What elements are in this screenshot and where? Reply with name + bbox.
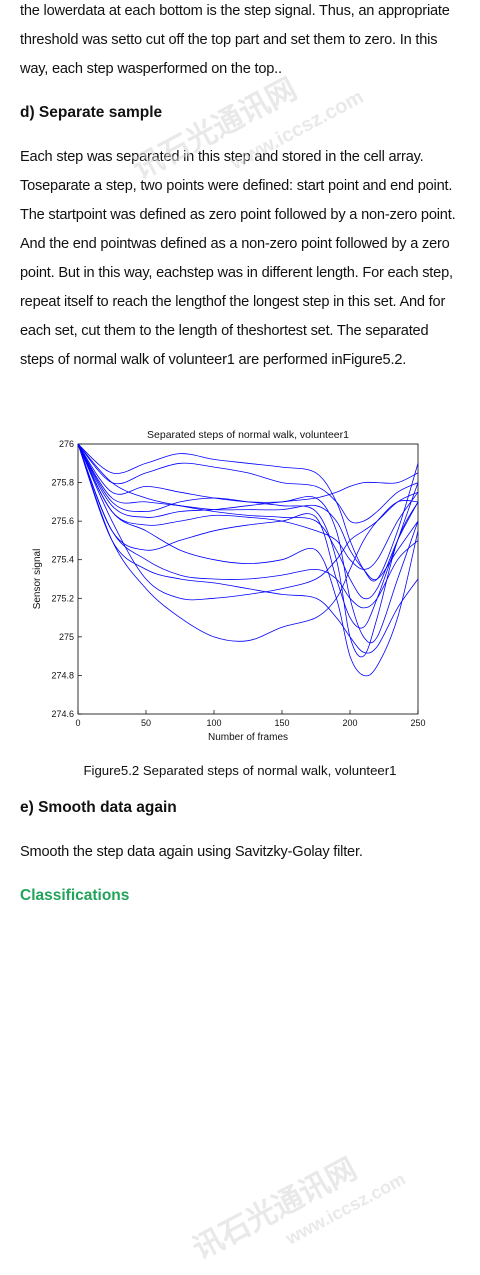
series-line-1 <box>77 443 419 570</box>
series-line-7 <box>77 443 419 644</box>
x-tick-label: 150 <box>274 718 289 728</box>
paragraph-smooth-data: Smooth the step data again using Savitzk… <box>20 844 363 860</box>
y-tick-label: 275.4 <box>51 555 74 565</box>
watermark-bottom: 讯石光通讯网 www.iccsz.com <box>188 1153 409 1267</box>
paragraph-separate-sample: Each step was separated in this step and… <box>20 149 456 368</box>
chart-svg: Separated steps of normal walk, voluntee… <box>32 429 426 743</box>
x-tick-label: 100 <box>206 718 221 728</box>
y-tick-label: 275.2 <box>51 593 74 603</box>
series-line-11 <box>77 443 419 609</box>
y-tick-label: 276 <box>59 439 74 449</box>
series-line-13 <box>77 443 419 600</box>
x-tick-label: 200 <box>342 718 357 728</box>
heading-separate-sample: d) Separate sample <box>20 104 163 121</box>
series-line-8 <box>77 443 419 677</box>
paragraph-intro: the lowerdata at each bottom is the step… <box>20 3 450 77</box>
y-tick-label: 275.8 <box>51 478 74 488</box>
series-line-10 <box>77 443 419 582</box>
series-line-14 <box>77 443 419 654</box>
y-tick-label: 275.6 <box>51 516 74 526</box>
heading-smooth-data: e) Smooth data again <box>20 799 177 816</box>
watermark-main-text-bottom: 讯石光通讯网 <box>188 1153 362 1267</box>
series-line-12 <box>77 443 419 518</box>
series-line-9 <box>77 443 419 581</box>
y-tick-label: 275 <box>59 632 74 642</box>
series-line-5 <box>77 443 419 601</box>
y-tick-label: 274.8 <box>51 670 74 680</box>
y-tick-label: 274.6 <box>51 709 74 719</box>
series-line-6 <box>77 443 419 642</box>
series-line-4 <box>77 443 419 524</box>
x-tick-label: 250 <box>410 718 425 728</box>
chart-title: Separated steps of normal walk, voluntee… <box>147 429 349 441</box>
x-tick-label: 50 <box>141 718 151 728</box>
figure-caption: Figure5.2 Separated steps of normal walk… <box>83 763 397 778</box>
watermark-url-text-bottom: www.iccsz.com <box>282 1169 409 1249</box>
y-axis-label: Sensor signal <box>32 549 43 610</box>
x-axis-label: Number of frames <box>208 732 288 743</box>
figure-separated-steps: Separated steps of normal walk, voluntee… <box>24 418 464 750</box>
heading-classifications: Classifications <box>20 887 130 904</box>
x-tick-label: 0 <box>75 718 80 728</box>
series-line-2 <box>77 443 419 629</box>
